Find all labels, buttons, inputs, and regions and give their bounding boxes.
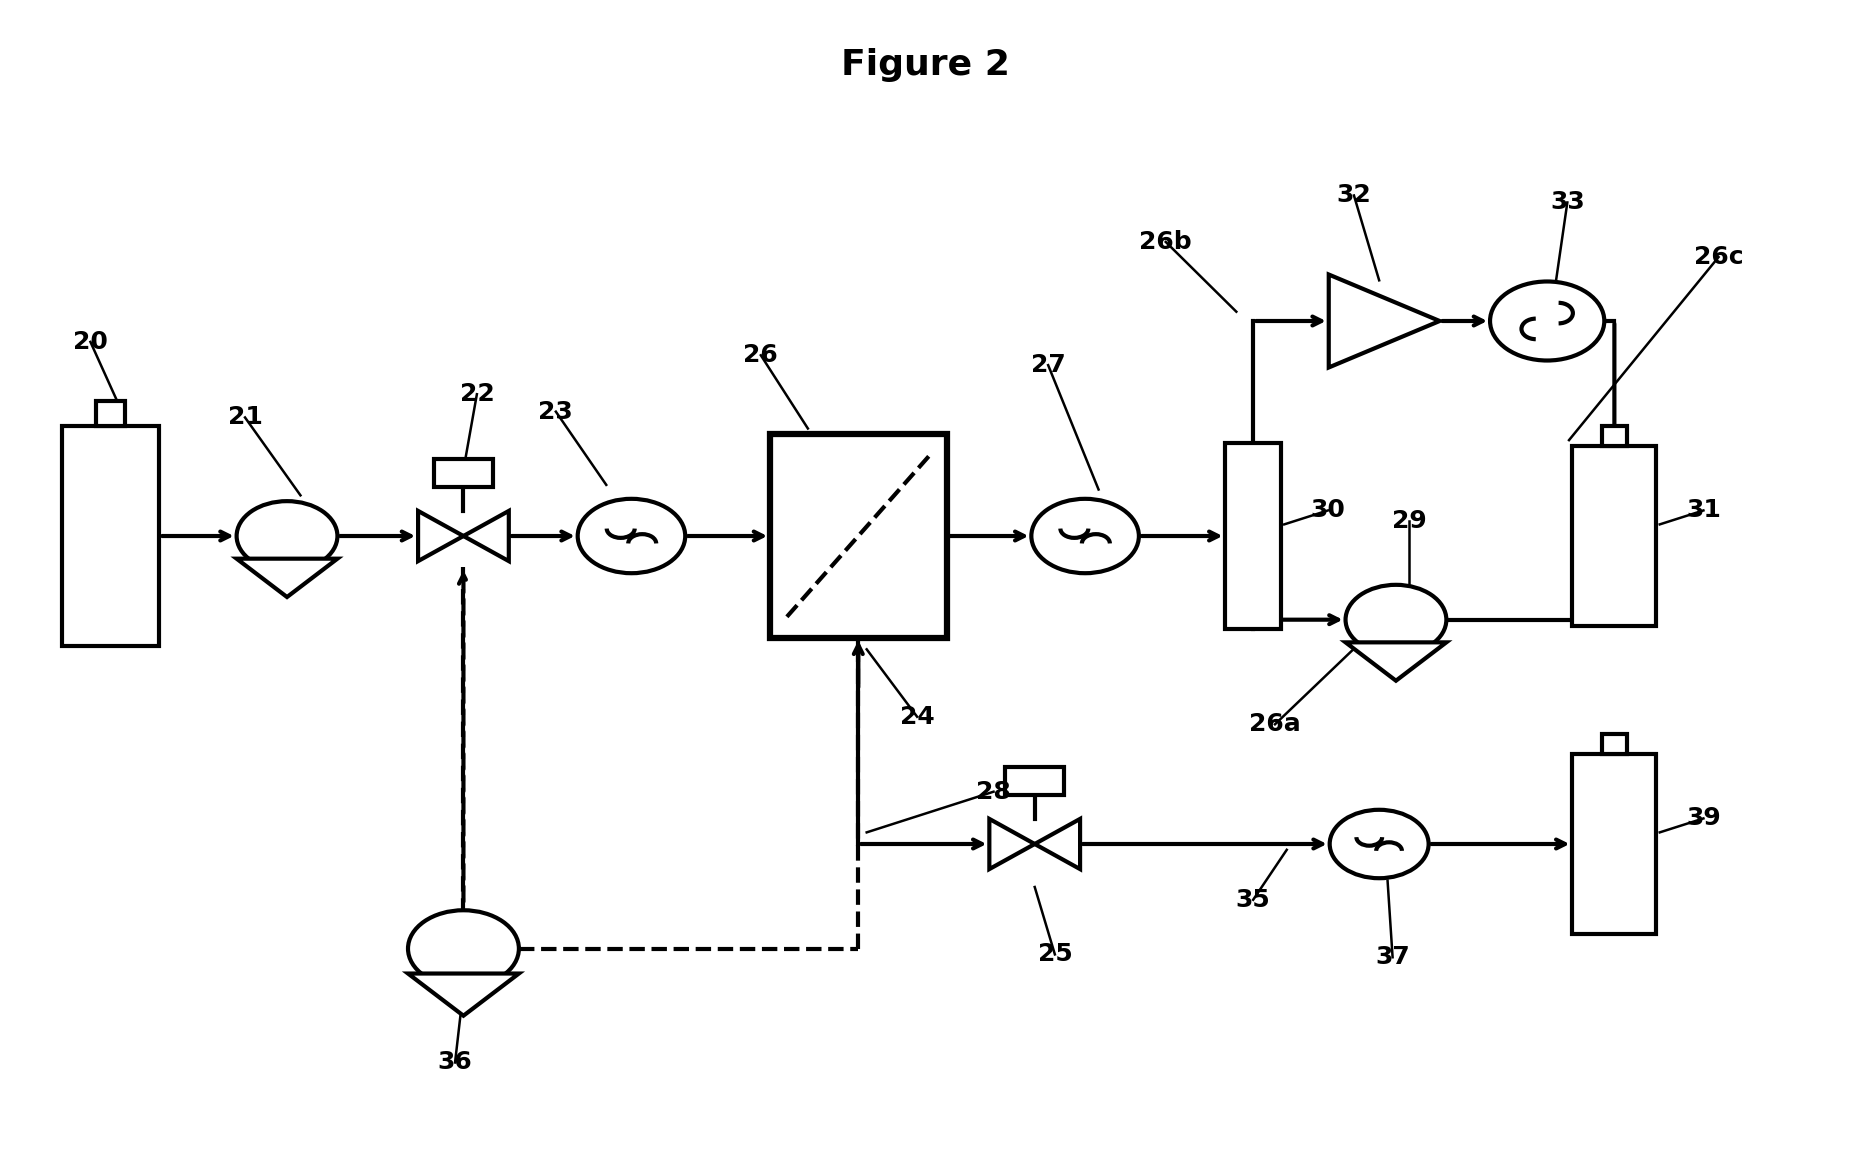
Bar [1225,443,1281,629]
Circle shape [237,501,337,571]
Bar [96,401,126,425]
Polygon shape [237,559,337,596]
Polygon shape [418,511,463,562]
Text: 32: 32 [1336,183,1372,207]
Polygon shape [1035,819,1081,869]
Polygon shape [1329,275,1440,367]
Text: 27: 27 [1031,353,1066,377]
Text: 24: 24 [900,705,935,729]
Text: 39: 39 [1686,806,1721,831]
Bar [770,435,946,637]
Circle shape [1490,282,1605,360]
Polygon shape [463,511,509,562]
Polygon shape [407,974,518,1016]
Text: 35: 35 [1236,888,1270,912]
Bar [1601,734,1627,754]
Polygon shape [1346,642,1446,680]
Text: 21: 21 [228,405,263,430]
Bar [1601,426,1627,446]
Circle shape [1329,810,1429,878]
Text: 26a: 26a [1249,712,1301,736]
Bar [1571,446,1657,626]
Circle shape [578,499,685,573]
Text: 25: 25 [1038,942,1072,967]
Text: 30: 30 [1311,499,1346,522]
Text: 29: 29 [1392,509,1427,532]
Bar [1571,754,1657,934]
Text: 31: 31 [1686,499,1721,522]
Bar [433,459,492,487]
Text: Figure 2: Figure 2 [840,48,1011,83]
Bar [61,425,159,647]
Text: 26c: 26c [1694,245,1744,269]
Circle shape [407,910,518,987]
Circle shape [1031,499,1138,573]
Text: 33: 33 [1549,190,1584,214]
Bar [1005,767,1064,796]
Circle shape [1346,585,1446,655]
Text: 23: 23 [539,400,574,424]
Text: 20: 20 [72,330,107,354]
Text: 37: 37 [1375,945,1410,969]
Text: 26: 26 [744,344,777,367]
Polygon shape [988,819,1035,869]
Text: 28: 28 [975,779,1011,804]
Text: 26b: 26b [1140,230,1192,254]
Text: 22: 22 [459,382,494,407]
Text: 36: 36 [437,1051,472,1074]
